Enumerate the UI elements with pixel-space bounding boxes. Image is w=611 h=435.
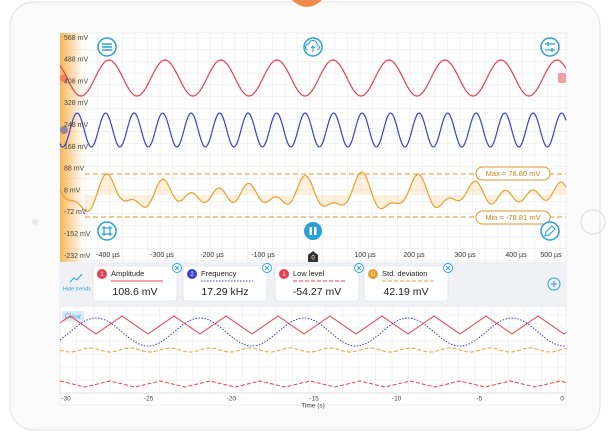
card-value: -54.27 mV <box>293 286 341 298</box>
x-axis-labels: -400 µs -300 µs -200 µs -100 µs 100 µs 200 µs… <box>96 252 562 259</box>
ch1-marker <box>60 74 68 82</box>
card-name: Amplitude <box>111 269 144 278</box>
trend-axis-labels: -30 -25 -20 -15 -10 -5 0 <box>61 396 564 403</box>
trend-frequency <box>59 317 567 347</box>
grid-button[interactable] <box>97 221 117 241</box>
home-button <box>580 209 606 235</box>
trend-x-label: 0 <box>560 396 564 403</box>
pause-button[interactable] <box>304 222 322 240</box>
top-notch <box>292 0 322 7</box>
x-label: 200 µs <box>403 252 425 259</box>
y-label: -232 mV <box>64 253 91 260</box>
y-label: 168 mV <box>64 144 88 151</box>
clear-label[interactable]: Clear <box>65 313 82 320</box>
waveforms <box>59 59 567 212</box>
card-close-x[interactable] <box>356 265 362 271</box>
x-label: -400 µs <box>96 252 120 259</box>
card-badge <box>187 269 197 279</box>
ch2-marker <box>60 126 68 134</box>
trend-grid <box>59 308 566 394</box>
ch1-right-marker <box>558 73 566 83</box>
measurement-cards: 1 Amplitude 108.6 mV 2 Frequency 17.29 kHz 1 Lo… <box>92 263 453 302</box>
y-label: -72 mV <box>64 209 87 216</box>
card-value: 17.29 kHz <box>201 286 248 298</box>
y-label: 248 mV <box>64 122 88 129</box>
card-name: Low level <box>293 269 325 278</box>
y-label: 88 mV <box>64 166 85 173</box>
x-label: 500 µs <box>540 252 562 259</box>
add-measurement[interactable] <box>547 277 561 291</box>
card-value: 108.6 mV <box>113 286 158 298</box>
card-badge <box>279 269 289 279</box>
trend-std <box>59 347 567 353</box>
settings-button[interactable] <box>540 37 560 57</box>
min-badge <box>475 210 551 225</box>
y-label: -152 mV <box>64 231 91 238</box>
trend-x-label: -10 <box>392 396 402 403</box>
trend-x-label: -25 <box>144 396 154 403</box>
x-label: 400 µs <box>505 252 527 259</box>
card-badge-label: 1 <box>282 272 286 278</box>
camera <box>32 219 38 225</box>
trigger-label: 0 <box>311 256 315 262</box>
x-label: -100 µs <box>251 252 275 259</box>
y-label: 408 mV <box>64 78 88 85</box>
x-label: 300 µs <box>454 252 476 259</box>
math-fill <box>85 172 566 212</box>
scope-grid <box>60 33 566 262</box>
card-close-x[interactable] <box>264 265 270 271</box>
card <box>274 265 360 302</box>
channel-2-wave <box>59 112 567 148</box>
x-label: -300 µs <box>150 252 174 259</box>
max-label: Max = 78.80 mV <box>486 169 541 178</box>
min-label: Min = -78.81 mV <box>485 213 540 222</box>
trend-x-label: -5 <box>476 396 482 403</box>
edit-button[interactable] <box>540 221 560 241</box>
y-label: 328 mV <box>64 100 88 107</box>
card-badge-label: U <box>371 272 375 278</box>
y-axis-labels: 568 mV 488 mV 408 mV 328 mV 248 mV 168 mV 88 m… <box>64 35 91 260</box>
channel-1-wave <box>59 59 567 97</box>
trend-x-label: -30 <box>61 396 71 403</box>
card-badge-label: 2 <box>190 272 194 278</box>
card-close-x[interactable] <box>445 265 451 271</box>
trend-low <box>59 380 567 388</box>
card-close-x[interactable] <box>174 265 180 271</box>
card-badge-label: 1 <box>100 272 104 278</box>
trends-toggle[interactable]: Hide trends <box>63 273 91 292</box>
x-label: -200 µs <box>200 252 224 259</box>
card <box>182 265 268 302</box>
upload-button[interactable] <box>303 37 323 57</box>
card-name: Frequency <box>201 269 237 278</box>
math-wave <box>59 171 567 212</box>
card <box>363 265 449 302</box>
x-label: 100 µs <box>354 252 376 259</box>
trend-amplitude <box>59 315 567 335</box>
card-value: 42.19 mV <box>384 286 429 298</box>
trend-lines <box>59 315 567 388</box>
card <box>92 265 178 302</box>
trigger-marker <box>308 251 318 262</box>
card-name: Std. deviation <box>382 269 427 278</box>
clear-button[interactable]: Clear <box>62 311 84 322</box>
y-label: 568 mV <box>64 35 88 42</box>
toggle-label[interactable]: Hide trends <box>63 286 91 292</box>
trend-x-label: -15 <box>309 396 319 403</box>
max-badge <box>475 166 551 181</box>
card-badge <box>368 269 378 279</box>
trend-x-label: -20 <box>227 396 237 403</box>
y-label: 8 mV <box>64 187 81 194</box>
menu-button[interactable] <box>97 37 117 57</box>
card-badge <box>97 269 107 279</box>
trend-axis-title: Time (s) <box>301 403 325 410</box>
y-label: 488 mV <box>64 57 88 64</box>
